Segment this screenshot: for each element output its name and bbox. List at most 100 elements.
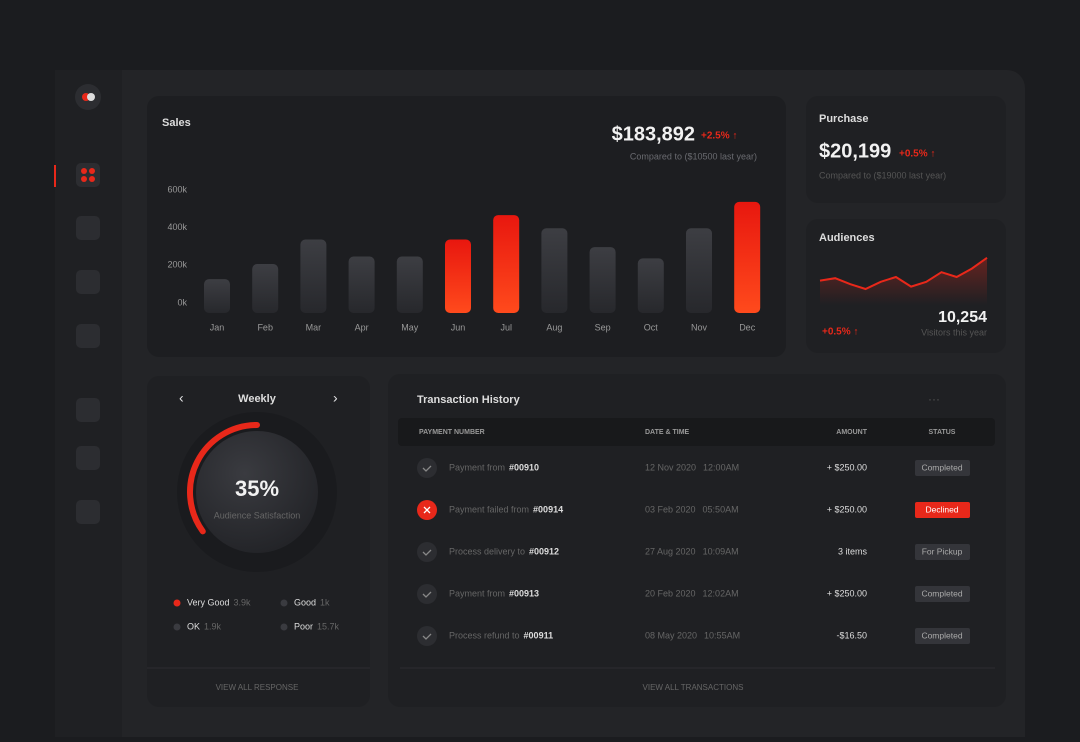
- nav-stats[interactable]: [76, 216, 100, 240]
- status-badge: [915, 586, 970, 602]
- bar: [541, 228, 568, 313]
- footer-link[interactable]: VIEW ALL TRANSACTIONS: [643, 683, 744, 692]
- gauge-disk: [196, 431, 318, 553]
- row-time: 10:55AM: [704, 630, 740, 640]
- bar: [300, 239, 327, 313]
- row-status: Completed: [921, 462, 962, 472]
- x-tick-label: Mar: [306, 322, 322, 332]
- row-date: 20 Feb 2020: [645, 588, 696, 598]
- row-glyph: [423, 506, 431, 514]
- x-tick-label: Feb: [257, 322, 273, 332]
- row-label: Process refund to: [449, 630, 520, 640]
- x-tick-label: Apr: [355, 322, 369, 332]
- row-glyph: [422, 549, 432, 556]
- legend-dot: [280, 599, 288, 607]
- row-glyph: [422, 633, 432, 640]
- row-icon: [417, 542, 437, 562]
- x-tick-label: Jun: [451, 322, 466, 332]
- status-badge: [915, 460, 970, 476]
- nav-list[interactable]: [76, 270, 100, 294]
- y-tick-label: 0k: [177, 297, 187, 307]
- nav-settings[interactable]: [76, 500, 100, 524]
- row-time: 12:00AM: [703, 462, 739, 472]
- x-tick-label: Jul: [500, 322, 512, 332]
- purchase-change: +0.5% ↑: [899, 149, 935, 160]
- audience-total: 10,254: [938, 309, 987, 326]
- table-header: [398, 418, 995, 446]
- legend-name: Poor: [294, 621, 313, 631]
- y-tick-label: 600k: [167, 184, 187, 194]
- row-label: Payment from: [449, 588, 505, 598]
- row-date: 12 Nov 2020: [645, 462, 696, 472]
- x-tick-label: May: [401, 322, 419, 332]
- bar: [204, 279, 230, 313]
- row-status: Completed: [921, 588, 962, 598]
- row-icon: [417, 626, 437, 646]
- legend-count: 1.9k: [204, 621, 222, 631]
- legend-name: Good: [294, 597, 316, 607]
- logo-dot: [87, 93, 95, 101]
- nav-docs[interactable]: [76, 446, 100, 470]
- row-label: Payment failed from: [449, 504, 529, 514]
- card-title: Sales: [162, 117, 191, 129]
- row-status: Declined: [925, 504, 958, 514]
- row-ref: #00910: [509, 462, 539, 472]
- row-amount: 3 items: [838, 546, 868, 556]
- row-ref: #00911: [524, 630, 554, 640]
- column-header: AMOUNT: [836, 429, 867, 436]
- row-icon: [417, 458, 437, 478]
- bar: [348, 256, 375, 313]
- nav-dashboard[interactable]: [76, 163, 100, 187]
- card-title: Transaction History: [417, 394, 521, 406]
- legend-dot: [280, 623, 288, 631]
- column-header: STATUS: [929, 429, 956, 436]
- purchase-card: [806, 96, 1006, 203]
- next-arrow[interactable]: ›: [333, 390, 338, 406]
- gauge-caption: Audience Satisfaction: [214, 510, 301, 520]
- legend-name: Very Good: [187, 597, 230, 607]
- sidebar-icons: [75, 84, 101, 524]
- footer-link[interactable]: VIEW ALL RESPONSE: [216, 683, 299, 692]
- x-tick-label: Oct: [644, 322, 659, 332]
- row-date: 08 May 2020: [645, 630, 697, 640]
- sales-change: +2.5% ↑: [701, 131, 737, 142]
- audience-area: [820, 257, 987, 305]
- column-header: PAYMENT NUMBER: [419, 429, 485, 436]
- active-indicator: [54, 165, 56, 187]
- sales-total: $183,892: [612, 123, 695, 145]
- purchase-total: $20,199: [819, 140, 891, 162]
- row-glyph: [422, 465, 432, 472]
- y-tick-label: 400k: [167, 222, 187, 232]
- audience-line: [819, 256, 988, 291]
- legend-count: 15.7k: [317, 621, 340, 631]
- legend-name: OK: [187, 621, 200, 631]
- y-tick-label: 200k: [167, 260, 187, 270]
- nav-book[interactable]: [76, 324, 100, 348]
- purchase-note: Compared to ($19000 last year): [819, 170, 946, 180]
- bar: [637, 258, 664, 313]
- row-ref: #00913: [509, 588, 539, 598]
- row-status: For Pickup: [922, 546, 963, 556]
- nav-chat[interactable]: [76, 398, 100, 422]
- row-date: 03 Feb 2020: [645, 504, 696, 514]
- gauge-arc: [187, 422, 260, 535]
- audience-change: +0.5% ↑: [822, 327, 858, 338]
- row-time: 12:02AM: [703, 588, 739, 598]
- transactions-card: [388, 374, 1006, 707]
- bar: [686, 228, 712, 313]
- row-amount: + $250.00: [827, 504, 867, 514]
- legend-count: 3.9k: [234, 597, 252, 607]
- prev-arrow[interactable]: ‹: [179, 390, 184, 406]
- row-ref: #00914: [533, 504, 563, 514]
- status-badge: [915, 502, 970, 518]
- bar: [445, 239, 471, 313]
- x-tick-label: Jan: [210, 322, 225, 332]
- row-label: Payment from: [449, 462, 505, 472]
- row-icon: [417, 584, 437, 604]
- bar: [396, 256, 423, 313]
- row-amount: -$16.50: [836, 630, 867, 640]
- icon-dot: [81, 176, 87, 182]
- row-amount: + $250.00: [827, 588, 867, 598]
- more-menu[interactable]: ···: [928, 392, 940, 406]
- audience-note: Visitors this year: [921, 327, 987, 337]
